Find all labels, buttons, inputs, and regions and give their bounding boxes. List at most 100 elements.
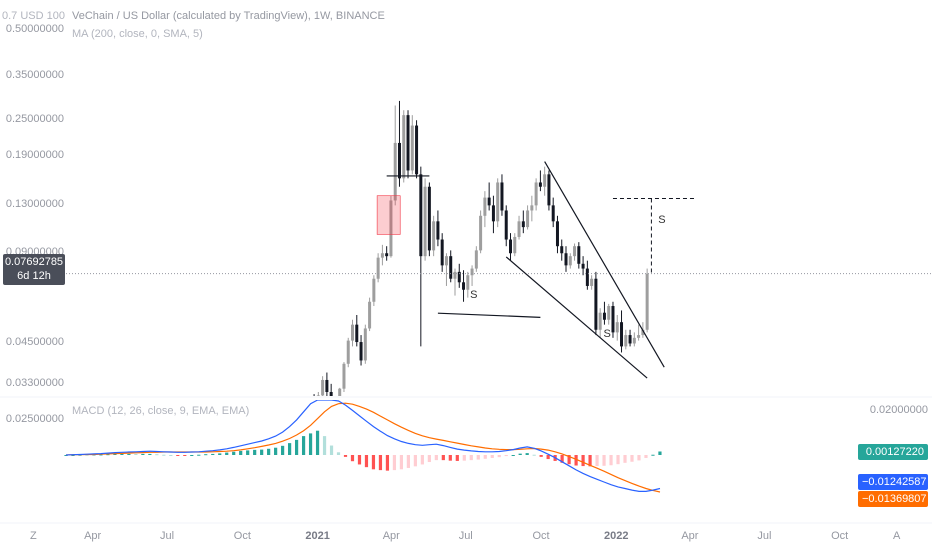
candle-body [380,253,384,258]
candle-body [321,379,325,396]
macd-histogram-bar [504,455,508,457]
candle-body [440,239,444,266]
candle-body [577,246,581,264]
candle-body [598,312,602,330]
candle-body [325,379,329,392]
macd-histogram-bar [546,455,550,460]
macd-histogram-bar [225,452,229,455]
candle-body [304,411,307,425]
macd-histogram-bar [343,455,348,457]
candle-body [351,324,355,341]
candle-body [296,423,299,428]
candle-body [513,236,517,254]
candle-body [363,328,367,361]
candle-body [300,423,303,426]
candle-body [393,142,397,201]
macd-histogram-bar [364,455,369,468]
macd-histogram-bar [455,455,459,461]
candle-body [615,322,619,333]
chart-annotation[interactable]: S [603,328,611,341]
time-tick-label: Jul [458,530,473,542]
macd-histogram-bar [106,454,110,456]
last-price-tag: 0.07692785 6d 12h [3,254,65,285]
macd-histogram-bar [253,449,257,455]
macd-histogram-bar [644,455,648,458]
macd-axis-label: 0.02000000 [869,404,928,416]
candle-body [624,335,628,347]
macd-histogram-bar [609,455,613,466]
macd-histogram-bar [392,455,397,471]
macd-histogram-bar [581,455,585,467]
macd-histogram-bar [134,453,138,455]
auto-scale-button[interactable]: A [893,530,901,542]
macd-histogram-bar [413,455,417,467]
candle-body [423,186,427,257]
chart-annotation[interactable]: S [470,288,478,301]
macd-histogram-bar [602,455,606,466]
candle-body [547,174,551,206]
candle-body [534,182,538,206]
macd-histogram-bar [588,455,592,467]
candle-body [590,278,594,286]
top-scale-label: 0.7 USD 100 [2,10,65,22]
macd-histogram-bar [239,450,243,455]
macd-histogram-bar [497,455,501,458]
macd-histogram-bar [378,455,383,471]
macd-histogram-bar [246,450,250,455]
candle-body [410,125,414,171]
macd-histogram-bar [267,448,271,455]
candle-body [602,312,606,320]
time-tick-label: Apr [681,530,699,542]
zoom-button[interactable]: Z [30,530,37,542]
macd-histogram-bar [169,455,173,456]
macd-legend[interactable]: MACD (12, 26, close, 9, EMA, EMA) [72,405,250,417]
macd-histogram-bar [336,452,341,455]
time-tick-label: Oct [831,530,849,542]
macd-histogram-bar [315,430,320,455]
candle-body [355,324,359,343]
candle-body [462,282,466,290]
candle-body [526,210,530,228]
candle-body [457,271,461,283]
macd-histogram-bar [637,455,641,461]
candle-body [560,246,564,254]
candle-body [483,197,487,216]
macd-histogram-bar [406,455,410,468]
candle-countdown: 6d 12h [17,270,51,282]
price-tick-label: 0.03300000 [5,376,64,389]
price-tick-label: 0.13000000 [5,198,64,211]
macd-histogram-bar [260,449,264,455]
highlight-zone [376,195,401,235]
time-tick-label: 2021 [305,530,330,542]
chart-title: VeChain / US Dollar (calculated by Tradi… [72,10,385,22]
candle-body [389,200,393,257]
macd-histogram-bar [574,455,578,466]
candle-body [637,335,641,338]
macd-histogram-bar [539,455,543,457]
candle-body [611,306,615,333]
time-tick-label: Apr [84,530,102,542]
candle-body [496,182,500,222]
price-tick-label: 0.02500000 [5,413,64,425]
macd-histogram-bar [595,455,599,467]
macd-histogram-bar [190,455,194,456]
macd-histogram-bar [434,455,438,461]
macd-histogram-bar [441,455,445,461]
candle-body [504,210,508,240]
time-tick-label: Jul [757,530,772,542]
candle-body [620,322,624,347]
candle-body [521,221,525,228]
ma-legend[interactable]: MA (200, close, 0, SMA, 5) [72,28,203,40]
macd-histogram-bar [162,454,166,456]
macd-histogram-bar [371,455,376,470]
price-tick-label: 0.19000000 [5,148,64,161]
chart-annotation[interactable]: S [658,214,666,227]
macd-histogram-bar [71,455,75,456]
candle-body [581,263,585,269]
time-tick-label: Oct [532,530,550,542]
candle-body [372,278,376,302]
candle-body [466,275,470,290]
wedge-upper-line [544,161,665,368]
macd-histogram-bar [176,455,180,456]
